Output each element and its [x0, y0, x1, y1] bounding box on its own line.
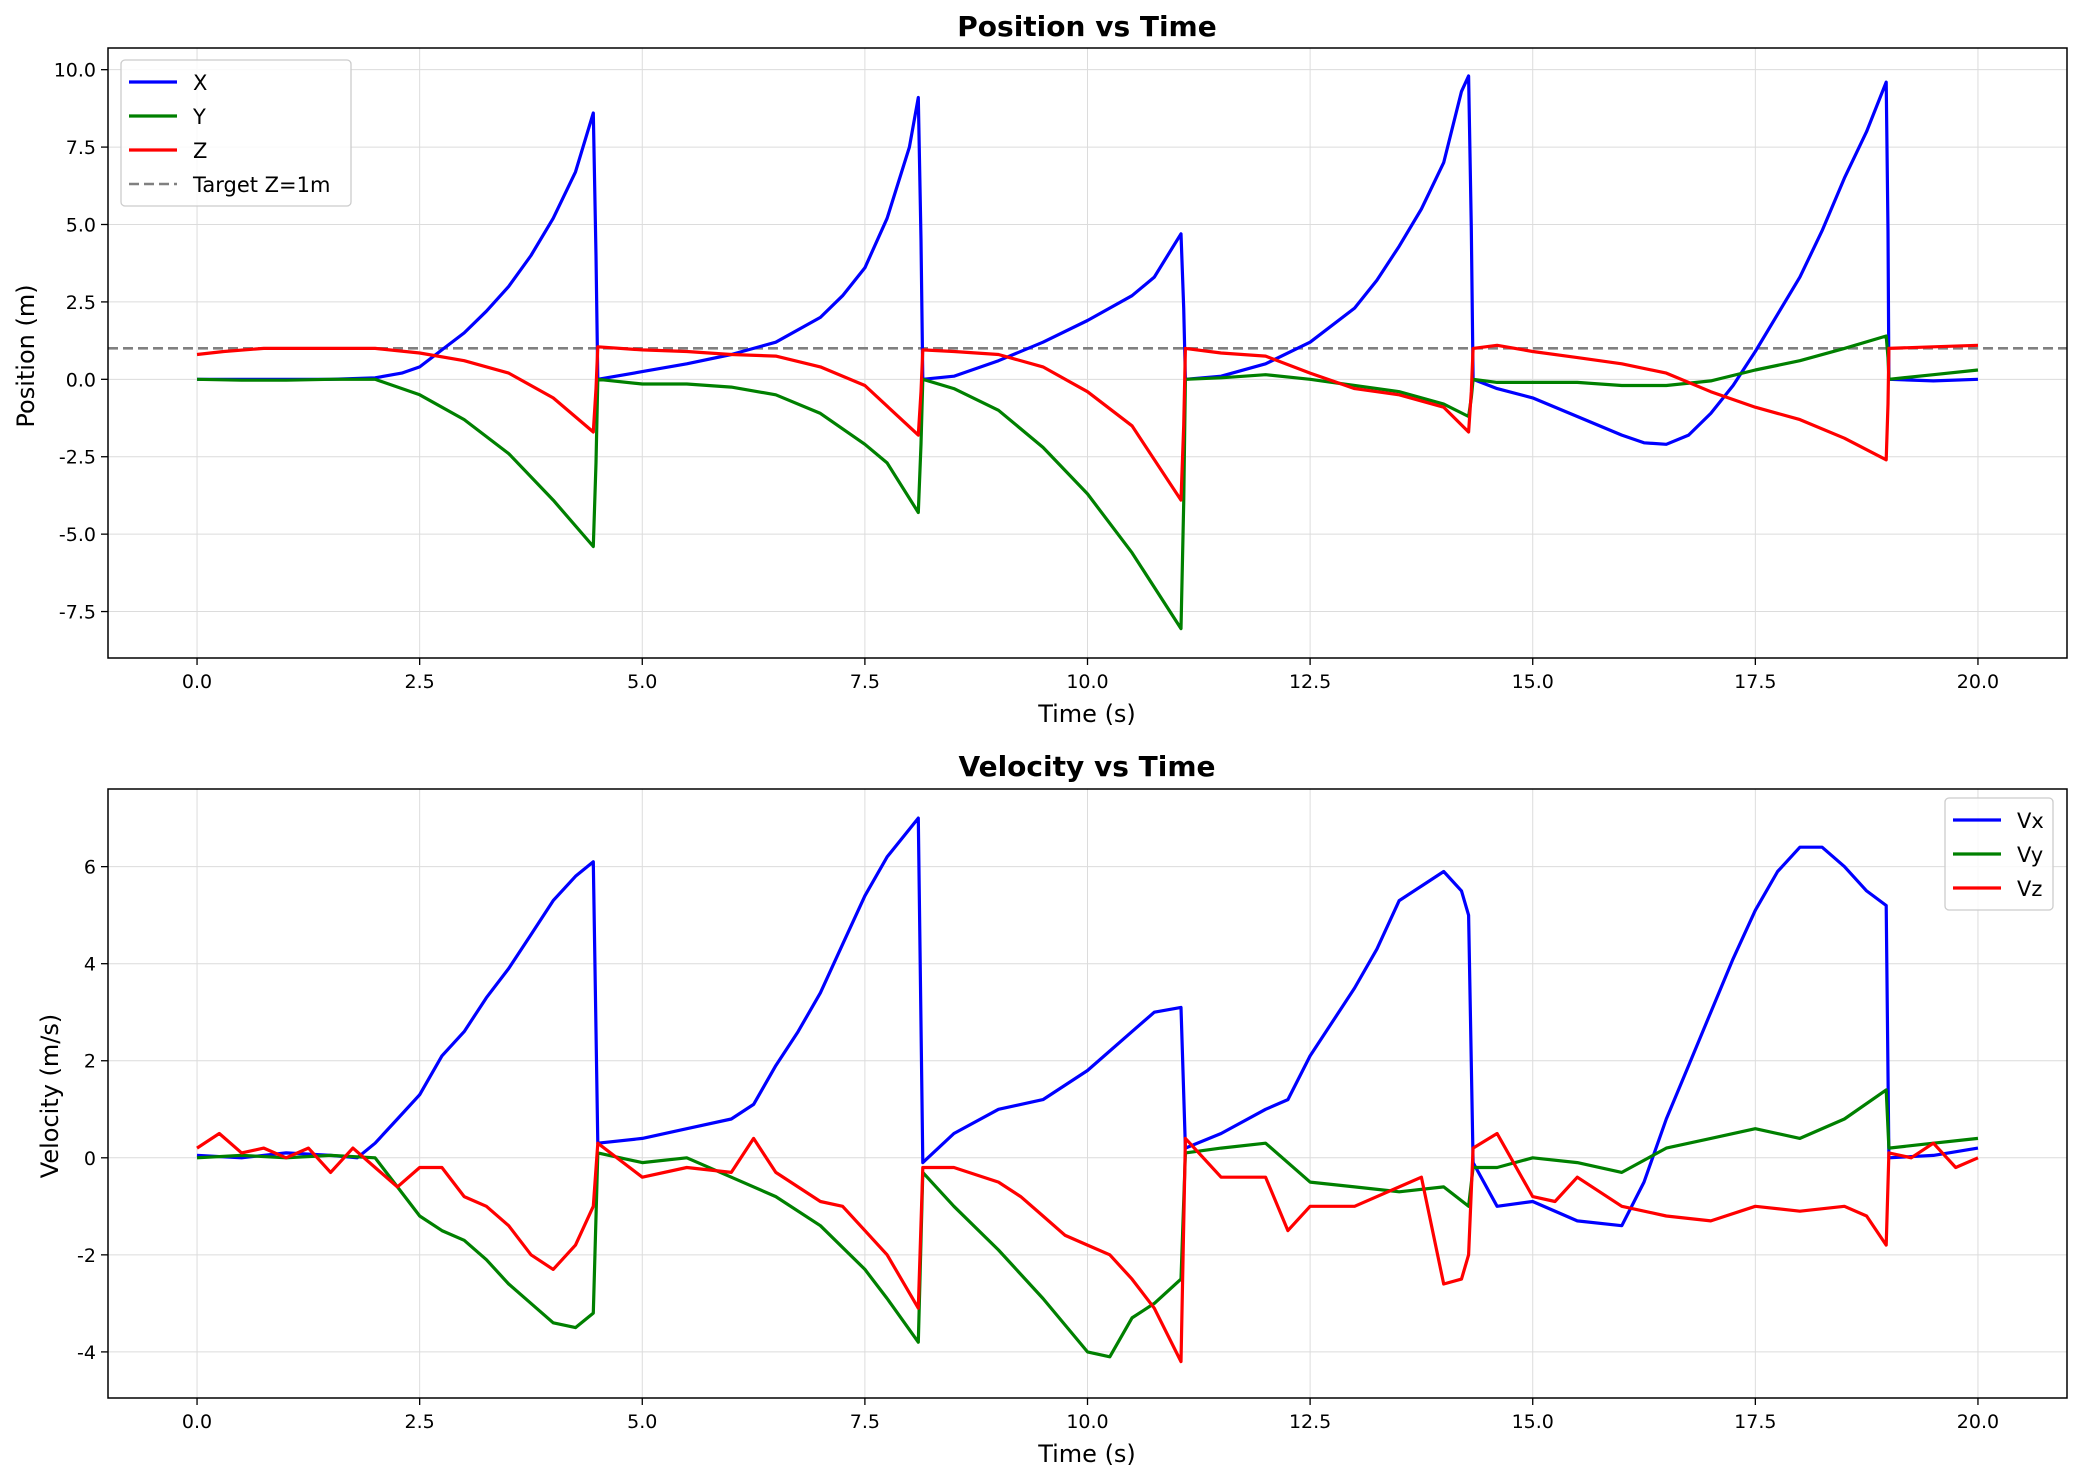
y-tick-label: -5.0 [59, 524, 96, 546]
y-tick-label: 2.5 [66, 292, 96, 314]
legend-label: Vz [2017, 877, 2042, 901]
y-tick-label: -2 [77, 1245, 96, 1267]
legend-box [120, 59, 352, 207]
series-line-vx [196, 816, 1979, 1228]
y-tick-label: 0 [84, 1148, 96, 1170]
x-tick-label: 2.5 [405, 671, 435, 693]
legend-label: Y [192, 105, 206, 129]
y-axis-label: Position (m) [12, 284, 40, 427]
x-tick-label: 15.0 [1512, 1411, 1554, 1433]
legend-label: Vy [2017, 843, 2043, 867]
y-tick-label: 4 [84, 954, 96, 976]
x-tick-label: 20.0 [1957, 1411, 1999, 1433]
velocity-chart: Velocity vs Time Time (s) Velocity (m/s)… [36, 750, 2068, 1468]
x-tick-label: 10.0 [1066, 1411, 1108, 1433]
y-tick-label: 6 [84, 857, 96, 879]
x-tick-label: 17.5 [1734, 1411, 1776, 1433]
x-tick-label: 7.5 [850, 1411, 880, 1433]
chart-title: Position vs Time [957, 10, 1216, 43]
x-tick-label: 2.5 [405, 1411, 435, 1433]
legend-label: X [193, 71, 207, 95]
x-tick-label: 7.5 [850, 671, 880, 693]
y-tick-label: 2 [84, 1051, 96, 1073]
legend-label: Vx [2017, 809, 2044, 833]
x-tick-label: 20.0 [1957, 671, 1999, 693]
x-tick-label: 12.5 [1289, 671, 1331, 693]
y-tick-label: 10.0 [54, 60, 96, 82]
x-tick-label: 0.0 [182, 671, 212, 693]
y-tick-label: 7.5 [66, 137, 96, 159]
y-tick-label: 5.0 [66, 214, 96, 236]
x-axis-label: Time (s) [1037, 700, 1136, 728]
x-axis-label: Time (s) [1037, 1440, 1136, 1468]
x-tick-label: 17.5 [1734, 671, 1776, 693]
series-line-y [196, 334, 1979, 631]
legend: Vx Vy Vz [1944, 797, 2054, 911]
x-tick-label: 15.0 [1512, 671, 1554, 693]
x-tick-label: 10.0 [1066, 671, 1108, 693]
y-tick-label: -7.5 [59, 602, 96, 624]
x-tick-label: 5.0 [627, 671, 657, 693]
series-line-vz [196, 1131, 1979, 1364]
series-line-vy [196, 1088, 1979, 1359]
legend: XYZ Target Z=1m [120, 59, 352, 207]
y-tick-label: -4 [77, 1342, 96, 1364]
chart-title: Velocity vs Time [958, 750, 1215, 783]
series-line-z [196, 343, 1979, 502]
legend-label: Z [193, 139, 207, 163]
y-tick-label: -2.5 [59, 447, 96, 469]
y-tick-label: 0.0 [66, 369, 96, 391]
series-line-x [197, 74, 1979, 446]
x-tick-label: 5.0 [627, 1411, 657, 1433]
legend-label: Target Z=1m [192, 173, 330, 197]
x-tick-label: 0.0 [182, 1411, 212, 1433]
position-chart: Position vs Time Time (s) Position (m) 0… [12, 10, 2068, 728]
x-tick-label: 12.5 [1289, 1411, 1331, 1433]
y-axis-label: Velocity (m/s) [36, 1014, 64, 1178]
